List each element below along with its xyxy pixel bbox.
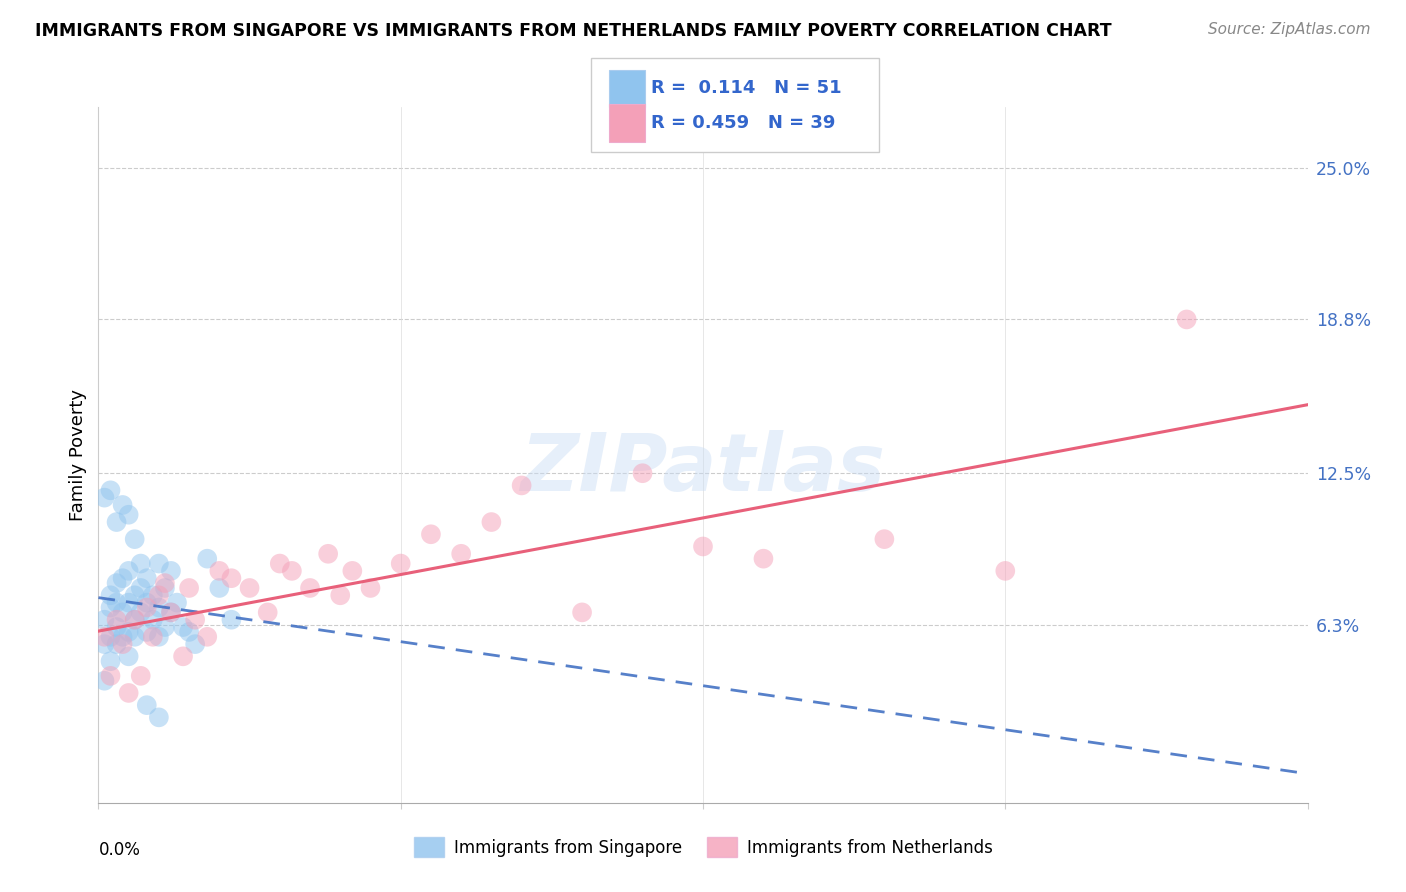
Point [873,532,896,546]
Text: Source: ZipAtlas.com: Source: ZipAtlas.com [1208,22,1371,37]
Point [111,606,134,620]
Point [105,613,128,627]
Point [100,654,122,668]
Point [160,564,183,578]
Point [111,498,134,512]
Point [100,669,122,683]
Point [118,649,141,664]
Point [148,710,170,724]
Point [142,630,165,644]
Legend: Immigrants from Singapore, Immigrants from Netherlands: Immigrants from Singapore, Immigrants fr… [406,830,1000,864]
Point [124,630,146,644]
Point [129,557,152,571]
Text: R = 0.459   N = 39: R = 0.459 N = 39 [651,114,835,132]
Point [124,532,146,546]
Point [221,613,243,627]
Point [153,620,176,634]
Point [184,613,207,627]
Point [93,491,115,505]
Point [184,637,207,651]
Point [256,606,278,620]
Point [571,606,593,620]
Point [160,606,183,620]
Point [148,557,170,571]
Point [299,581,322,595]
Point [111,571,134,585]
Point [93,673,115,688]
Point [208,581,231,595]
Point [105,637,128,651]
Point [316,547,339,561]
Point [148,600,170,615]
Point [93,613,115,627]
Text: ZIPatlas: ZIPatlas [520,430,886,508]
Point [129,669,152,683]
Point [135,571,157,585]
Point [281,564,304,578]
Point [172,620,194,634]
Point [160,606,183,620]
Point [148,588,170,602]
Point [269,557,291,571]
Text: 0.0%: 0.0% [98,841,141,859]
Point [450,547,472,561]
Point [221,571,243,585]
Point [124,588,146,602]
Point [510,478,533,492]
Point [994,564,1017,578]
Point [105,620,128,634]
Point [419,527,441,541]
Point [342,564,364,578]
Point [153,576,176,591]
Point [481,515,503,529]
Point [124,613,146,627]
Point [208,564,231,578]
Point [752,551,775,566]
Point [239,581,262,595]
Point [631,467,654,481]
Point [105,515,128,529]
Point [105,596,128,610]
Point [129,606,152,620]
Point [177,624,201,639]
Y-axis label: Family Poverty: Family Poverty [69,389,87,521]
Point [111,630,134,644]
Point [93,630,115,644]
Point [93,637,115,651]
Point [1175,312,1198,326]
Point [360,581,382,595]
Point [692,540,714,554]
Point [195,551,218,566]
Point [124,613,146,627]
Point [166,596,188,610]
Point [172,649,194,664]
Point [118,686,141,700]
Point [389,557,412,571]
Point [329,588,352,602]
Point [118,564,141,578]
Point [129,581,152,595]
Text: R =  0.114   N = 51: R = 0.114 N = 51 [651,79,842,97]
Point [153,581,176,595]
Point [111,637,134,651]
Point [100,588,122,602]
Point [135,596,157,610]
Point [135,698,157,713]
Point [142,588,165,602]
Point [100,600,122,615]
Point [118,624,141,639]
Point [118,508,141,522]
Point [195,630,218,644]
Text: IMMIGRANTS FROM SINGAPORE VS IMMIGRANTS FROM NETHERLANDS FAMILY POVERTY CORRELAT: IMMIGRANTS FROM SINGAPORE VS IMMIGRANTS … [35,22,1112,40]
Point [142,613,165,627]
Point [135,600,157,615]
Point [177,581,201,595]
Point [148,630,170,644]
Point [135,624,157,639]
Point [100,630,122,644]
Point [118,596,141,610]
Point [105,576,128,591]
Point [100,483,122,498]
